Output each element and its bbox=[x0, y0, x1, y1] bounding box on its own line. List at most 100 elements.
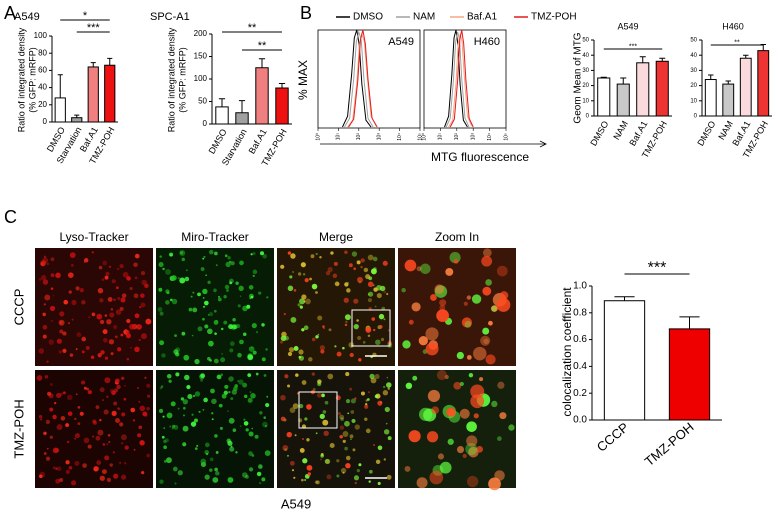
organelle bbox=[325, 270, 331, 276]
bar bbox=[597, 77, 611, 117]
organelle bbox=[239, 260, 244, 266]
organelle bbox=[292, 403, 299, 410]
organelle bbox=[182, 425, 189, 432]
organelle bbox=[213, 358, 219, 364]
y-tick-label: 20 bbox=[582, 83, 589, 89]
organelle bbox=[69, 353, 74, 357]
organelle bbox=[298, 403, 304, 409]
organelle bbox=[306, 438, 310, 442]
y-tick-label: 30 bbox=[690, 68, 697, 74]
organelle bbox=[311, 372, 315, 376]
organelle bbox=[158, 408, 164, 414]
error-bar bbox=[218, 98, 226, 107]
organelle bbox=[302, 458, 308, 464]
organelle bbox=[226, 289, 229, 292]
organelle bbox=[82, 463, 87, 468]
organelle bbox=[120, 297, 126, 303]
organelle bbox=[66, 394, 73, 401]
organelle bbox=[124, 384, 126, 387]
y-tick-label: 40 bbox=[690, 53, 697, 59]
organelle bbox=[364, 404, 369, 409]
organelle bbox=[382, 385, 386, 389]
error-bar bbox=[278, 83, 286, 88]
organelle bbox=[365, 326, 372, 333]
organelle bbox=[377, 400, 383, 406]
organelle bbox=[88, 316, 91, 319]
organelle bbox=[383, 318, 386, 321]
organelle bbox=[299, 447, 305, 453]
organelle bbox=[373, 287, 378, 292]
organelle bbox=[214, 434, 218, 438]
organelle bbox=[219, 426, 223, 430]
organelle bbox=[239, 339, 244, 345]
organelle bbox=[119, 263, 124, 269]
organelle bbox=[119, 422, 124, 427]
organelle bbox=[190, 421, 197, 427]
organelle bbox=[322, 419, 329, 426]
organelle bbox=[367, 298, 372, 303]
organelle bbox=[40, 418, 43, 421]
organelle bbox=[62, 391, 66, 395]
organelle bbox=[254, 434, 259, 439]
organelle bbox=[295, 373, 299, 377]
organelle bbox=[235, 323, 241, 329]
organelle bbox=[202, 408, 205, 411]
organelle bbox=[332, 273, 338, 279]
organelle bbox=[177, 277, 180, 280]
organelle bbox=[238, 379, 244, 385]
organelle bbox=[291, 469, 295, 472]
organelle bbox=[480, 335, 491, 346]
organelle bbox=[496, 265, 508, 277]
organelle bbox=[85, 345, 90, 350]
organelle bbox=[49, 382, 53, 386]
y-tick-label: 0 bbox=[203, 119, 208, 128]
organelle bbox=[330, 251, 334, 255]
organelle bbox=[215, 471, 220, 476]
organelle bbox=[334, 345, 337, 348]
organelle bbox=[239, 295, 242, 297]
significance-label: ** bbox=[248, 22, 257, 34]
organelle bbox=[118, 407, 121, 411]
organelle bbox=[229, 348, 234, 353]
organelle bbox=[259, 411, 263, 415]
x-tick-label: NAM bbox=[611, 119, 630, 141]
organelle bbox=[340, 467, 347, 474]
organelle bbox=[266, 296, 269, 299]
organelle bbox=[160, 385, 164, 388]
organelle bbox=[77, 422, 81, 426]
organelle bbox=[289, 407, 296, 413]
organelle bbox=[425, 342, 439, 356]
significance-label: *** bbox=[648, 260, 667, 277]
organelle bbox=[165, 457, 172, 464]
organelle bbox=[202, 305, 206, 308]
organelle bbox=[221, 327, 224, 331]
organelle bbox=[248, 467, 254, 472]
organelle bbox=[46, 447, 49, 450]
y-tick-label: 10 bbox=[582, 98, 589, 104]
organelle bbox=[304, 417, 308, 421]
y-axis-label: (% GFP: mRFP) bbox=[177, 47, 187, 113]
y-axis-label: % MAX bbox=[296, 60, 310, 100]
organelle bbox=[119, 462, 121, 464]
organelle bbox=[491, 305, 498, 312]
organelle bbox=[479, 377, 484, 382]
organelle bbox=[139, 405, 146, 412]
organelle bbox=[258, 481, 262, 485]
organelle bbox=[300, 262, 306, 268]
organelle bbox=[79, 411, 84, 416]
legend-label: DMSO bbox=[353, 12, 383, 23]
organelle bbox=[217, 297, 222, 302]
organelle bbox=[363, 267, 369, 273]
organelle bbox=[173, 424, 179, 430]
organelle bbox=[307, 472, 311, 476]
organelle bbox=[466, 421, 477, 432]
organelle bbox=[265, 348, 268, 351]
organelle bbox=[116, 347, 122, 352]
organelle bbox=[123, 397, 127, 401]
organelle bbox=[282, 444, 289, 451]
organelle bbox=[265, 402, 270, 408]
y-tick-label: 60 bbox=[38, 66, 47, 75]
organelle bbox=[171, 275, 177, 281]
panel-label: B bbox=[300, 3, 312, 23]
organelle bbox=[242, 332, 247, 337]
